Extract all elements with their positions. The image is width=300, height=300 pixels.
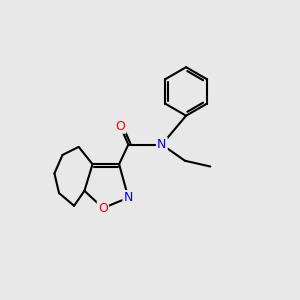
- Text: O: O: [115, 120, 125, 133]
- Text: N: N: [124, 191, 133, 204]
- Text: N: N: [157, 138, 167, 151]
- Text: O: O: [98, 202, 108, 214]
